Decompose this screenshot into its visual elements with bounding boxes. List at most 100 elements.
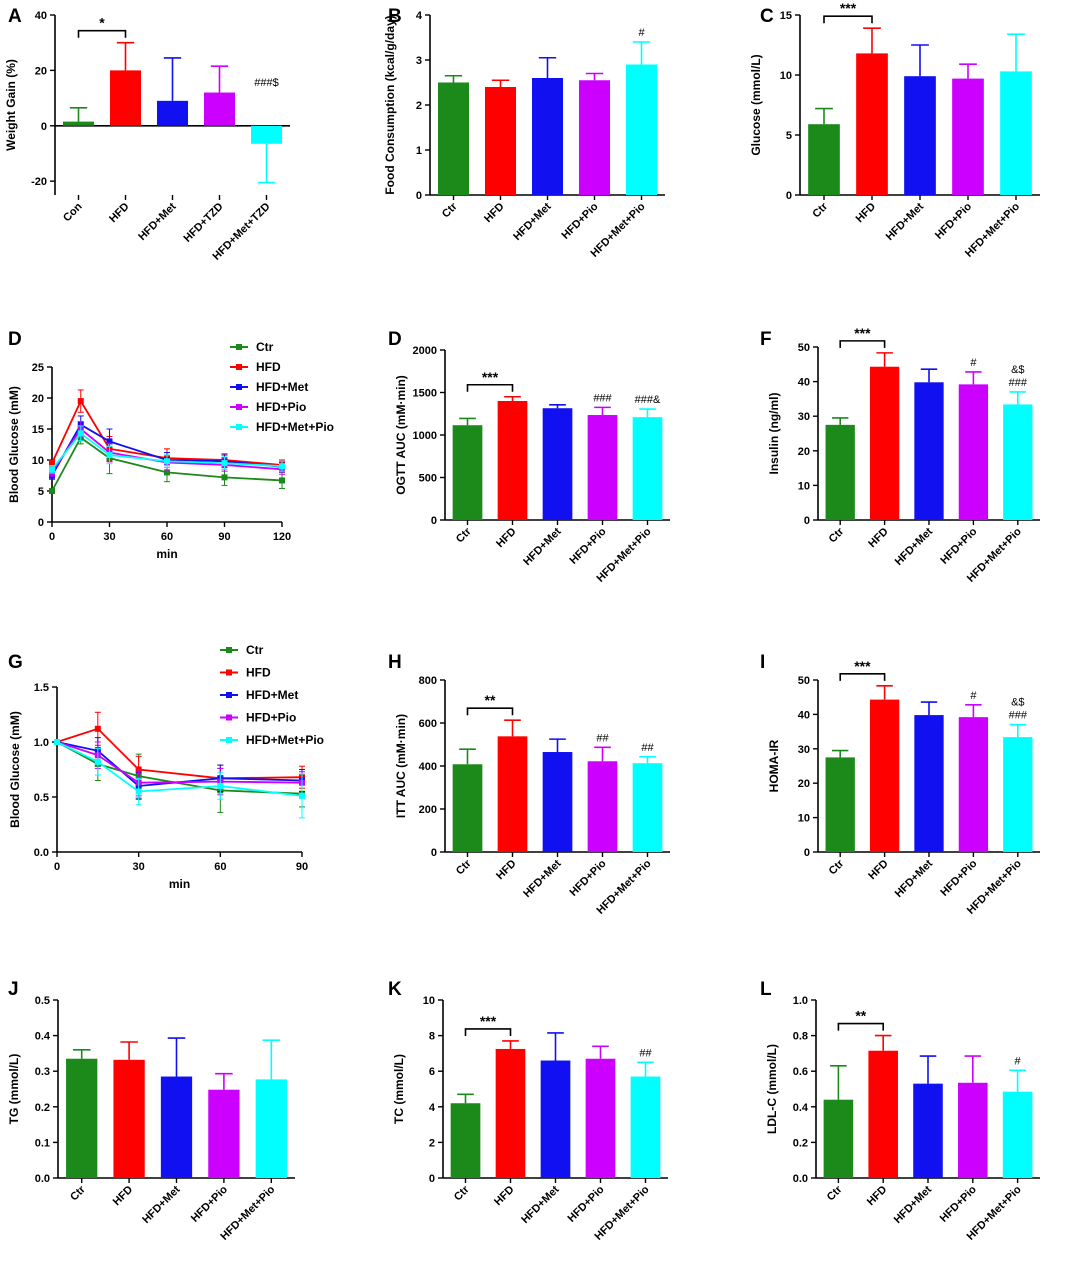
category-label: HFD+Met [884,200,927,243]
bar-a-2 [157,101,188,126]
y-tick-label: 0 [786,190,792,202]
category-label: Ctr [440,200,460,220]
panel-label: H [388,652,402,673]
bar-f-3 [959,384,988,520]
bar-l-2 [913,1084,943,1178]
y-tick-label: 2 [429,1137,435,1149]
x-tick-label: 0 [54,861,60,873]
significance-annotation: # [970,357,977,369]
bar-c-1 [856,53,888,195]
significance-stars: *** [854,325,871,341]
category-label: HFD [107,201,132,226]
bar-l-3 [958,1083,988,1178]
legend-swatch-marker [226,670,232,676]
significance-stars: ** [485,692,496,708]
x-tick-label: 60 [161,531,173,543]
bar-h-1 [498,736,528,852]
bar-l-1 [868,1051,898,1178]
bar-f-4 [1003,404,1032,520]
y-tick-label: 10 [780,70,792,82]
y-tick-label: 5 [38,486,44,498]
category-label: HFD+Pio [938,525,979,566]
bar-i-0 [826,757,855,852]
chart-panel-i: I01020304050HOMA-IRCtr HFD HFD+Met HFD+PioH… [760,652,1040,917]
y-axis-label: Blood Glucose (mM) [7,386,21,503]
significance-annotation: ## [639,1047,652,1059]
y-axis-label: Blood Glucose (mM) [8,711,22,828]
data-point [49,466,55,472]
legend-label: Ctr [256,340,274,354]
significance-bracket [838,1024,883,1031]
y-tick-label: 0 [431,847,437,859]
y-tick-label: 0 [429,1173,435,1185]
category-label: HFD [866,526,891,551]
category-label: HFD [111,1184,136,1209]
y-tick-label: 0.5 [35,995,50,1007]
significance-bracket [824,16,872,23]
y-tick-label: 6 [429,1066,435,1078]
y-axis-label: ITT AUC (mM·min) [394,714,408,818]
bar-a-1 [110,70,141,125]
y-axis-label: Insulin (ng/ml) [767,393,781,475]
data-point [95,726,101,732]
bar-h-2 [543,752,573,852]
figure-canvas: A-2002040Weight Gain (%)Con HFD HFD+Met HFD… [0,0,1065,1262]
category-label: Ctr [454,525,474,545]
bar-d_bar-0 [453,425,483,520]
legend-swatch-marker [226,715,232,721]
legend-label: Ctr [246,643,264,657]
legend-swatch-marker [236,404,242,410]
panel-label: D [388,329,402,350]
category-label: HFD+Met [893,525,936,568]
category-label: Ctr [810,200,830,220]
significance-bracket [466,1029,511,1036]
category-label: HFD+Met [892,1183,935,1226]
bar-f-2 [914,382,943,520]
significance-stars: *** [480,1013,497,1029]
panel-label: G [8,652,23,673]
bar-k-3 [586,1059,616,1178]
x-tick-label: 120 [273,531,291,543]
y-tick-label: 4 [429,1102,436,1114]
bar-f-0 [826,425,855,520]
legend-label: HFD+Met+Pio [256,420,334,434]
bar-d_bar-3 [588,415,618,520]
significance-bracket [840,674,884,681]
category-label: HFD+Met [136,200,179,243]
panel-label: L [760,979,772,1000]
panel-label: C [760,6,774,27]
bar-h-0 [453,764,483,852]
panel-label: J [8,979,19,1000]
significance-annotation: ###$ [254,77,278,89]
x-axis-label: min [156,547,177,561]
category-label: Ctr [827,525,847,545]
significance-annotation: # [970,690,977,702]
bar-c-3 [952,79,984,195]
category-label: HFD [492,1184,517,1209]
category-label: HFD+Met [140,1183,183,1226]
category-label: HFD+Met [521,525,564,568]
y-tick-label: 0.1 [35,1137,50,1149]
y-tick-label: 10 [798,813,810,825]
data-point [78,430,84,436]
significance-bracket [468,708,513,715]
bar-j-4 [256,1079,287,1178]
chart-panel-f: F 0 10 20 30 40 50 Insulin (ng/ml) Ctr HFD HFD+Met… [760,325,1040,585]
y-tick-label: 0.4 [35,1031,51,1043]
legend-swatch-marker [226,692,232,698]
y-tick-label: 2000 [413,345,437,357]
panel-label: F [760,329,772,350]
y-tick-label: 10 [32,455,44,467]
bar-i-3 [959,717,988,852]
bar-k-1 [496,1049,526,1178]
data-point [279,477,285,483]
panel-label: I [760,652,765,673]
y-tick-label: 0.5 [34,792,49,804]
legend-label: HFD+Met [256,380,308,394]
y-tick-label: 20 [35,65,47,77]
category-label: HFD+Pio [938,857,979,898]
y-axis-label: LDL-C (mmol/L) [765,1044,779,1134]
significance-annotation-secondary: &$ [1011,364,1024,376]
category-label: Con [61,200,85,224]
x-tick-label: 90 [296,861,308,873]
